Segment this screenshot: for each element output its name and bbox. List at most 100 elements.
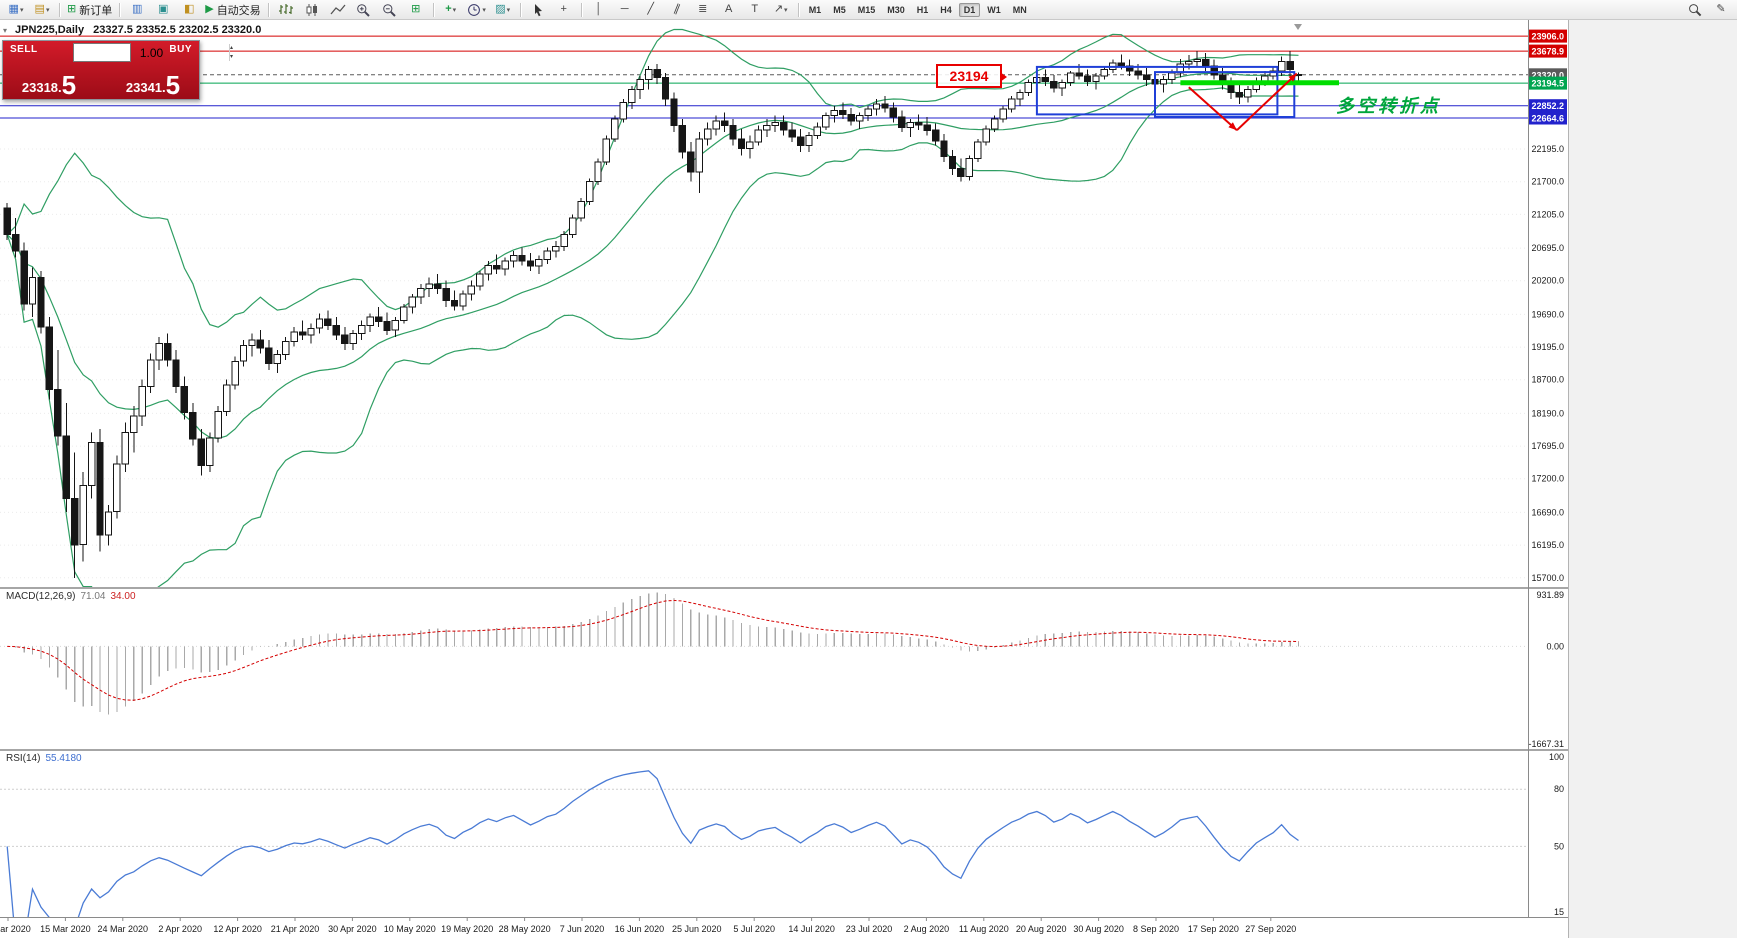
text-tool-button[interactable]: A: [716, 0, 742, 19]
time-axis[interactable]: 5 Mar 2020 15 Mar 2020 24 Mar 2020 2 Apr 20…: [0, 918, 1296, 934]
sell-button[interactable]: 23318. 5: [3, 70, 95, 100]
zoom-in-button[interactable]: [351, 0, 377, 19]
toolbar: ▦ ▾ ▤ ▾ ⊞ 新订单 ▥ ▣ ◧ ▶ 自动交易 ⊞ + ▾ ▾ ▨ ▾ + │ ─: [0, 0, 1737, 20]
pencil-icon: ✎: [1716, 3, 1726, 15]
line-chart-icon: [330, 4, 346, 14]
v-reversal-arrows[interactable]: [1188, 72, 1298, 131]
price-callout-23194[interactable]: 23194: [936, 64, 1002, 88]
toolbar-separator: [797, 2, 799, 17]
timeframe-mn[interactable]: MN: [1012, 4, 1027, 15]
timeframe-m15[interactable]: M15: [857, 4, 876, 15]
svg-text:10 May 2020: 10 May 2020: [384, 924, 436, 934]
profiles-button[interactable]: ▤ ▾: [29, 0, 55, 19]
new-chart-button[interactable]: ▦ ▾: [3, 0, 29, 19]
volume-up-icon[interactable]: ▴: [230, 45, 234, 51]
timeframe-m30[interactable]: M30: [887, 4, 905, 15]
horizontal-line-icon: ─: [620, 3, 629, 15]
svg-text:27 Sep 2020: 27 Sep 2020: [1245, 924, 1296, 934]
rsi-level-lines: [0, 788, 1528, 847]
sell-price: 23318.: [21, 80, 62, 95]
chevron-down-icon: ▾: [45, 6, 50, 14]
svg-text:22852.2: 22852.2: [1531, 101, 1564, 111]
buy-price: 23341.: [125, 80, 166, 95]
timeframe-h4[interactable]: H4: [940, 4, 952, 15]
candlestick-chart-button[interactable]: [299, 0, 325, 19]
volume-input[interactable]: [74, 44, 229, 61]
svg-text:16 Jun 2020: 16 Jun 2020: [615, 924, 665, 934]
toolbar-separator: [119, 2, 121, 17]
svg-text:14 Jul 2020: 14 Jul 2020: [788, 924, 835, 934]
edit-button[interactable]: ✎: [1708, 0, 1734, 19]
horizontal-line-button[interactable]: ─: [612, 0, 638, 19]
sell-label: SELL: [10, 44, 38, 55]
rsi-axis: 100 80 50 15: [1549, 752, 1564, 917]
svg-text:2 Aug 2020: 2 Aug 2020: [904, 924, 950, 934]
toolbar-separator: [432, 2, 434, 17]
timeframe-w1[interactable]: W1: [987, 4, 1001, 15]
chevron-down-icon: ▾: [506, 6, 511, 14]
svg-text:5 Jul 2020: 5 Jul 2020: [733, 924, 775, 934]
timeframe-d1[interactable]: D1: [958, 2, 981, 17]
chart-shift-marker[interactable]: [1294, 24, 1302, 30]
search-button[interactable]: [1682, 0, 1708, 19]
buy-button[interactable]: 23341. 5: [107, 72, 199, 98]
timeframe-m1[interactable]: M1: [808, 4, 822, 15]
turning-point-text[interactable]: 多空转折点: [1336, 96, 1441, 116]
navigator-icon: ◧: [184, 3, 195, 15]
one-click-toggle-icon[interactable]: ▾: [3, 26, 8, 35]
svg-text:23194.5: 23194.5: [1531, 79, 1564, 89]
chart-symbol-period: JPN225,Daily: [15, 24, 85, 36]
cursor-button[interactable]: [525, 0, 551, 19]
macd-indicator-label: MACD(12,26,9) 71.04 34.00: [6, 591, 136, 602]
crosshair-button[interactable]: +: [551, 0, 577, 19]
line-chart-button[interactable]: [325, 0, 351, 19]
channel-button[interactable]: ∥: [664, 0, 690, 19]
trendline-icon: ╱: [647, 3, 654, 15]
svg-text:16690.0: 16690.0: [1531, 507, 1564, 517]
search-icon: [1689, 3, 1702, 16]
trendline-button[interactable]: ╱: [638, 0, 664, 19]
data-window-button[interactable]: ▣: [150, 0, 176, 19]
new-order-button[interactable]: ⊞ 新订单: [64, 0, 115, 19]
svg-text:20 Aug 2020: 20 Aug 2020: [1016, 924, 1067, 934]
price-gridlines: [0, 148, 1528, 579]
fibonacci-button[interactable]: ≣: [690, 0, 716, 19]
macd-histogram: [14, 592, 1300, 715]
indicators-button[interactable]: + ▾: [438, 0, 464, 19]
chart-window: 22195.0 21700.0 21205.0 20695.0 20200.0 19690…: [0, 20, 1568, 938]
timeframe-h1[interactable]: H1: [916, 4, 929, 15]
price-axis[interactable]: 22195.0 21700.0 21205.0 20695.0 20200.0 19690…: [1529, 29, 1567, 583]
market-watch-button[interactable]: ▥: [124, 0, 150, 19]
svg-text:80: 80: [1554, 784, 1564, 794]
chevron-down-icon: ▾: [784, 6, 788, 14]
rsi-name: RSI(14): [6, 753, 41, 764]
text-tool-icon: A: [725, 3, 733, 15]
templates-button[interactable]: ▨ ▾: [490, 0, 516, 19]
zoom-in-icon: [357, 3, 370, 17]
bar-chart-button[interactable]: [273, 0, 299, 19]
autotrading-label: 自动交易: [216, 4, 261, 17]
label-tool-icon: T: [751, 3, 759, 15]
sell-price-big-digit: 5: [61, 70, 77, 100]
svg-text:20200.0: 20200.0: [1531, 276, 1564, 286]
zoom-out-button[interactable]: [377, 0, 403, 19]
svg-text:23678.9: 23678.9: [1531, 47, 1564, 57]
new-chart-icon: ▦: [8, 3, 19, 15]
macd-name: MACD(12,26,9): [6, 591, 76, 602]
vertical-line-button[interactable]: │: [586, 0, 612, 19]
label-tool-button[interactable]: T: [742, 0, 768, 19]
arrows-tool-button[interactable]: ↗ ▾: [768, 0, 794, 19]
toolbar-separator: [267, 2, 269, 17]
volume-down-icon[interactable]: ▾: [230, 53, 234, 60]
periods-button[interactable]: ▾: [464, 0, 490, 19]
svg-text:22195.0: 22195.0: [1531, 144, 1564, 154]
timeframe-m5[interactable]: M5: [833, 4, 846, 15]
autotrading-button[interactable]: ▶ 自动交易: [202, 0, 263, 19]
chart-canvas[interactable]: 22195.0 21700.0 21205.0 20695.0 20200.0 19690…: [0, 20, 1568, 938]
navigator-button[interactable]: ◧: [176, 0, 202, 19]
svg-text:15: 15: [1554, 907, 1564, 917]
svg-text:21 Apr 2020: 21 Apr 2020: [271, 924, 320, 934]
svg-text:16195.0: 16195.0: [1531, 540, 1564, 550]
new-order-icon: ⊞: [67, 3, 77, 15]
tile-windows-button[interactable]: ⊞: [403, 0, 429, 19]
